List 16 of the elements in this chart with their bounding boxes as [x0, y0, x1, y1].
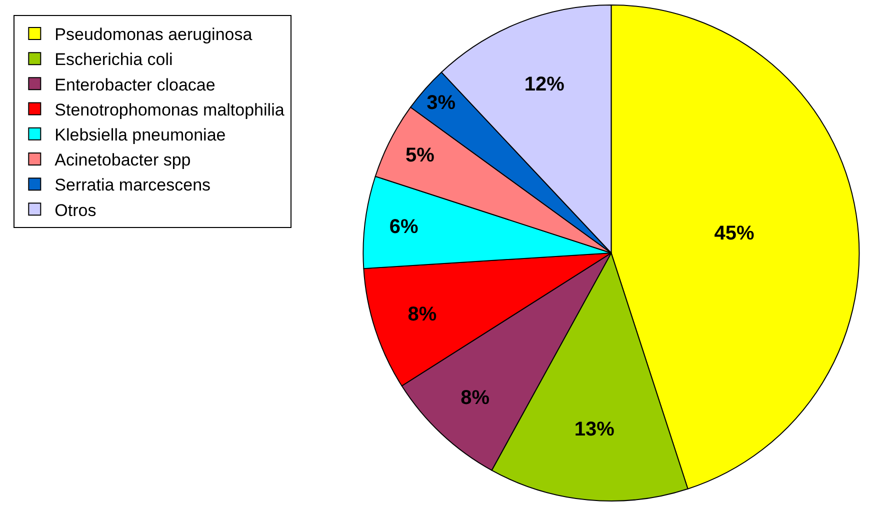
legend-label: Serratia marcescens	[54, 176, 211, 195]
data-label: 8%	[408, 303, 437, 326]
legend-label: Enterobacter cloacae	[54, 75, 216, 94]
data-label: 12%	[524, 73, 565, 96]
legend-label: Escherichia coli	[54, 50, 173, 70]
legend-label: Acinetobacter spp	[54, 150, 191, 170]
legend-label: Pseudomonas aeruginosa	[54, 25, 253, 44]
data-label: 6%	[389, 216, 419, 238]
legend-label: Stenotrophomonas maltophilia	[54, 100, 285, 120]
data-label: 8%	[460, 386, 490, 409]
data-label: 45%	[714, 222, 755, 244]
data-label: 13%	[574, 418, 615, 441]
legend-label: Otros	[54, 200, 96, 220]
legend-label: Klebsiella pneumoniae	[54, 126, 226, 144]
data-label: 5%	[406, 144, 435, 167]
data-label: 3%	[426, 92, 456, 114]
